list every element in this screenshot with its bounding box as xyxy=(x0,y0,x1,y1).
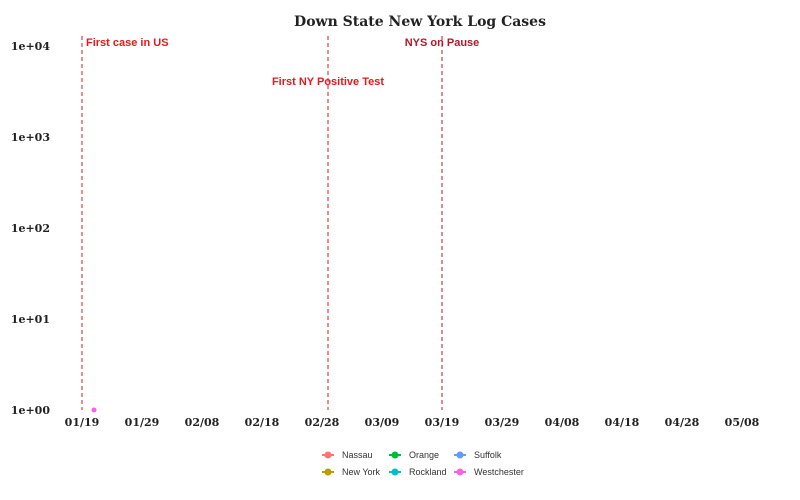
annotation-label: First case in US xyxy=(86,37,169,49)
x-tick-label: 02/08 xyxy=(185,416,220,429)
y-tick-label: 1e+03 xyxy=(11,131,50,144)
annotation-label: First NY Positive Test xyxy=(272,76,384,88)
x-tick-label: 02/18 xyxy=(245,416,280,429)
legend-key-point xyxy=(324,468,332,476)
x-tick-label: 01/29 xyxy=(125,416,160,429)
legend: Nassau New York Orange Rockland Suffolk Westc… xyxy=(322,450,524,477)
y-tick-label: 1e+02 xyxy=(11,222,50,235)
annotation-label: NYS on Pause xyxy=(405,37,480,49)
x-axis: 01/19 01/29 02/08 02/18 02/28 03/09 03/19 03/29… xyxy=(65,416,760,429)
legend-key-point xyxy=(456,468,464,476)
legend-key-point xyxy=(391,451,399,459)
x-tick-label: 04/28 xyxy=(665,416,700,429)
y-axis: 1e+00 1e+01 1e+02 1e+03 1e+04 xyxy=(11,40,51,417)
chart-title: Down State New York Log Cases xyxy=(294,14,546,30)
plot-area xyxy=(91,407,97,413)
legend-label: Nassau xyxy=(342,450,373,460)
legend-label: Orange xyxy=(409,450,439,460)
legend-label: New York xyxy=(342,467,381,477)
x-tick-label: 04/08 xyxy=(545,416,580,429)
legend-key-point xyxy=(324,451,332,459)
legend-label: Westchester xyxy=(474,467,524,477)
x-tick-label: 03/19 xyxy=(425,416,460,429)
y-tick-label: 1e+00 xyxy=(11,404,51,417)
x-tick-label: 03/09 xyxy=(365,416,400,429)
legend-label: Suffolk xyxy=(474,450,502,460)
annotations: First case in US First NY Positive Test NY… xyxy=(81,36,480,410)
legend-key-point xyxy=(456,451,464,459)
data-point xyxy=(91,407,97,413)
y-tick-label: 1e+04 xyxy=(11,40,51,53)
x-tick-label: 02/28 xyxy=(305,416,340,429)
x-tick-label: 05/08 xyxy=(725,416,760,429)
legend-label: Rockland xyxy=(409,467,447,477)
x-tick-label: 04/18 xyxy=(605,416,640,429)
legend-key-point xyxy=(391,468,399,476)
x-tick-label: 01/19 xyxy=(65,416,100,429)
x-tick-label: 03/29 xyxy=(485,416,520,429)
y-tick-label: 1e+01 xyxy=(11,313,50,326)
